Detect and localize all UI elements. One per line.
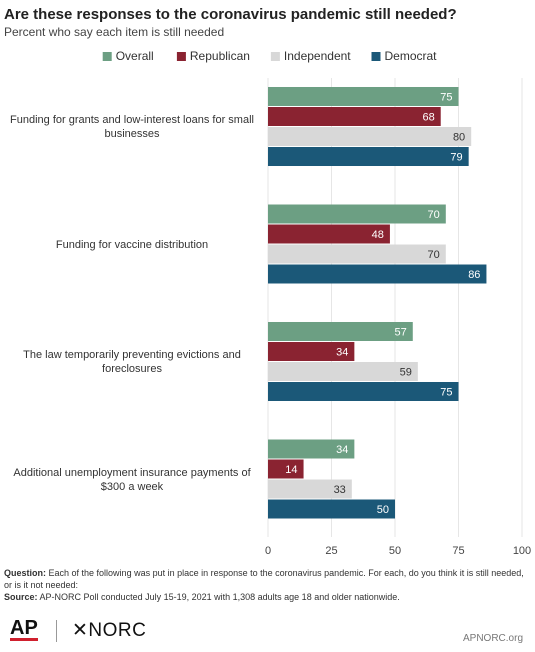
legend-swatch [102, 52, 112, 61]
legend-label: Overall [116, 49, 154, 63]
chart-subtitle: Percent who say each item is still neede… [4, 25, 225, 39]
category-label: Additional unemployment insurance paymen… [13, 466, 251, 493]
legend-swatch [371, 52, 381, 61]
bar [268, 127, 472, 146]
value-label: 70 [428, 249, 440, 261]
legend-swatch [270, 52, 280, 61]
logo-ap: AP [10, 617, 38, 641]
x-tick-label: 100 [513, 545, 531, 557]
category-label: The law temporarily preventing evictions… [23, 349, 241, 375]
x-tick-label: 75 [452, 545, 464, 557]
value-label: 33 [334, 484, 346, 496]
bar [268, 342, 355, 361]
logo-separator [56, 620, 57, 642]
notes: Question: Each of the following was put … [4, 567, 529, 603]
legend-label: Republican [190, 49, 250, 63]
value-label: 50 [377, 504, 389, 516]
bar [268, 87, 459, 106]
bar [268, 362, 418, 381]
logo-norc: ✕NORC [72, 620, 147, 641]
value-label: 68 [422, 111, 434, 123]
bar [268, 459, 304, 479]
value-label: 34 [336, 346, 348, 358]
bar [268, 204, 446, 224]
value-label: 75 [440, 91, 452, 103]
value-label: 34 [336, 444, 348, 456]
category-label: Funding for grants and low-interest loan… [10, 114, 254, 140]
value-label: 59 [400, 366, 412, 378]
value-label: 48 [372, 229, 384, 241]
bar [268, 479, 352, 499]
site-link: APNORC.org [462, 633, 523, 644]
bar [268, 382, 459, 401]
value-label: 14 [285, 464, 297, 476]
x-tick-label: 25 [325, 545, 337, 557]
legend-label: Independent [284, 49, 351, 63]
source-note: Source: AP-NORC Poll conducted July 15-1… [4, 591, 529, 603]
value-label: 57 [395, 326, 407, 338]
bar [268, 439, 355, 459]
bar [268, 224, 390, 244]
category-label: Funding for vaccine distribution [55, 238, 209, 251]
bar [268, 499, 395, 519]
bar [268, 264, 487, 284]
legend-swatch [176, 52, 186, 61]
value-label: 70 [428, 209, 440, 221]
bar [268, 107, 441, 126]
value-label: 86 [468, 269, 480, 281]
question-label: Question: [4, 568, 46, 578]
chart-title: Are these responses to the coronavirus p… [4, 6, 457, 23]
x-tick-label: 50 [389, 545, 401, 557]
source-text: AP-NORC Poll conducted July 15-19, 2021 … [39, 592, 400, 602]
bar [268, 147, 469, 166]
bar [268, 244, 446, 264]
value-label: 75 [440, 386, 452, 398]
bar [268, 322, 413, 341]
question-note: Question: Each of the following was put … [4, 567, 529, 591]
x-tick-label: 0 [265, 545, 271, 557]
value-label: 80 [453, 131, 465, 143]
value-label: 79 [450, 151, 462, 163]
legend-label: Democrat [385, 49, 438, 63]
question-text: Each of the following was put in place i… [4, 568, 524, 590]
source-label: Source: [4, 592, 38, 602]
